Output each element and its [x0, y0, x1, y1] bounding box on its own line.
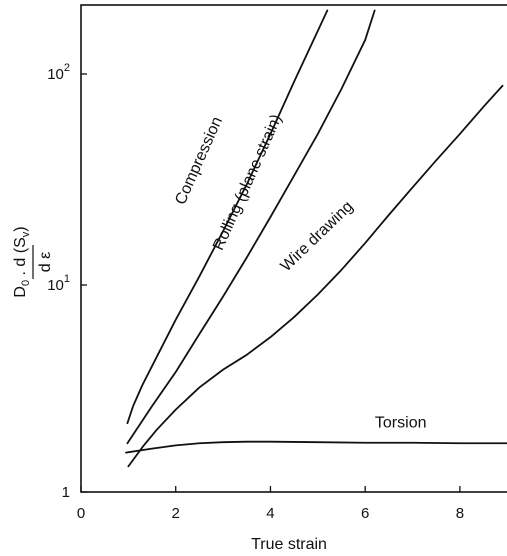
x-tick-label-4: 4	[266, 505, 274, 522]
y-label-sub0: 0	[20, 280, 32, 286]
series-wire-drawing	[127, 84, 504, 468]
series-torsion	[125, 440, 507, 454]
x-tick-label-6: 6	[361, 505, 369, 522]
x-tick-label-2: 2	[172, 505, 180, 522]
x-axis-title: True strain	[251, 536, 327, 553]
y-label-subv: v	[20, 231, 32, 237]
y-axis-label-denominator: d ε	[37, 252, 54, 272]
plot-frame	[80, 4, 507, 493]
curve-label-torsion: Torsion	[375, 414, 427, 431]
y-label-close-paren: )	[12, 226, 29, 231]
y-label-middle: . d (S	[12, 237, 29, 280]
y-axis-label-numerator: D0 . d (Sv)	[12, 226, 32, 297]
axis-layer: 0 2 4 6 8 1 101 102	[47, 62, 464, 522]
plot-area	[80, 4, 507, 493]
x-tick-label-8: 8	[456, 505, 464, 522]
y-tick-label-1: 1	[62, 484, 70, 501]
y-tick-label-102: 102	[47, 62, 70, 83]
y-axis-label: D0 . d (Sv) d ε	[12, 226, 54, 297]
y-tick-label-101: 101	[47, 273, 70, 294]
curve-label-rolling-plane-strain: Rolling (plane strain)	[210, 112, 285, 253]
x-tick-label-0: 0	[77, 505, 85, 522]
series-layer	[125, 9, 507, 468]
series-compression	[126, 9, 329, 425]
y-label-d-symbol: D	[12, 286, 29, 298]
curve-label-compression: Compression	[172, 114, 226, 207]
series-rolling-plane-strain	[126, 9, 376, 445]
curve-label-wire-drawing: Wire drawing	[278, 198, 357, 275]
